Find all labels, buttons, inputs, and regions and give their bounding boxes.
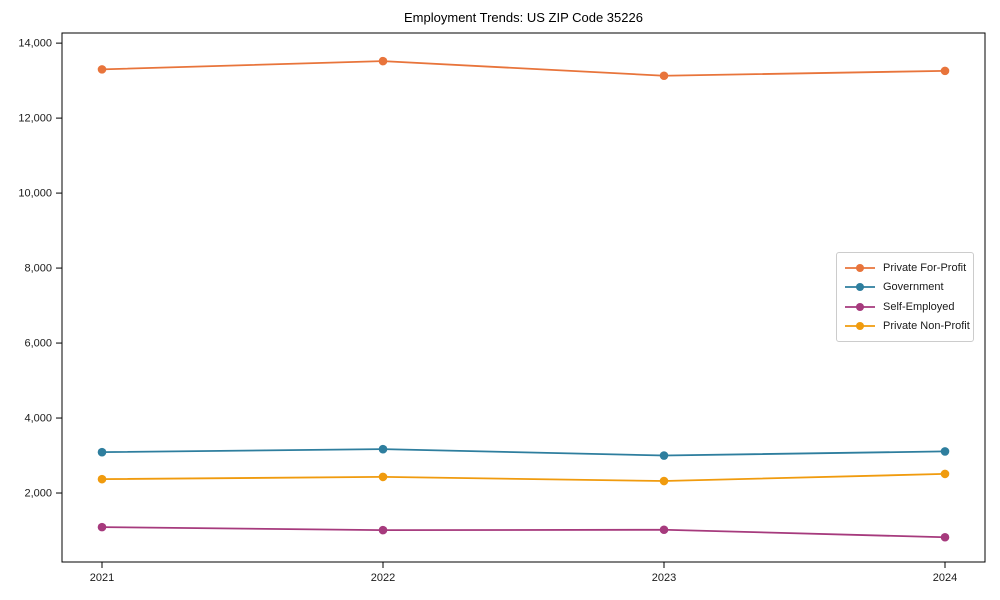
data-point bbox=[97, 474, 107, 484]
data-point bbox=[97, 447, 107, 457]
data-point bbox=[659, 476, 669, 486]
y-tick-label: 8,000 bbox=[24, 263, 52, 275]
data-point bbox=[378, 56, 388, 66]
legend-label: Private Non-Profit bbox=[883, 320, 970, 333]
y-tick-label: 4,000 bbox=[24, 413, 52, 425]
y-tick-label: 10,000 bbox=[18, 188, 52, 200]
data-point bbox=[940, 66, 950, 76]
legend-label: Government bbox=[883, 281, 944, 294]
data-point bbox=[940, 532, 950, 542]
data-point bbox=[378, 472, 388, 482]
data-point bbox=[97, 522, 107, 532]
data-point bbox=[940, 447, 950, 456]
legend-label: Self-Employed bbox=[883, 300, 955, 313]
data-point bbox=[659, 451, 669, 460]
legend-item: Government bbox=[844, 278, 966, 298]
data-point bbox=[378, 444, 388, 454]
series-line-self-employed bbox=[101, 526, 946, 539]
y-tick-label: 12,000 bbox=[18, 113, 52, 125]
chart-title: Employment Trends: US ZIP Code 35226 bbox=[404, 10, 643, 25]
data-point bbox=[97, 65, 107, 74]
legend-item: Private Non-Profit bbox=[844, 317, 970, 337]
x-tick-label: 2023 bbox=[652, 572, 676, 584]
data-point bbox=[940, 469, 950, 479]
legend-swatch-icon bbox=[845, 302, 875, 311]
y-tick-label: 14,000 bbox=[18, 38, 52, 50]
data-point bbox=[378, 525, 388, 535]
legend-label: Private For-Profit bbox=[883, 261, 967, 274]
legend: Private For-Profit Government Self-Employe… bbox=[836, 252, 974, 342]
legend-swatch-icon bbox=[845, 263, 875, 272]
x-tick-label: 2022 bbox=[371, 572, 395, 584]
plot-border bbox=[61, 32, 986, 563]
data-point bbox=[659, 71, 669, 81]
legend-swatch-icon bbox=[845, 283, 875, 292]
series-line-private-for-profit bbox=[101, 60, 946, 77]
series-line-government bbox=[101, 448, 946, 457]
x-tick-label: 2024 bbox=[933, 572, 957, 584]
series-line-private-non-profit bbox=[101, 472, 946, 482]
y-tick-label: 2,000 bbox=[24, 488, 52, 500]
legend-swatch-icon bbox=[845, 322, 875, 331]
data-point bbox=[659, 525, 669, 535]
y-tick-label: 6,000 bbox=[24, 338, 52, 350]
legend-item: Self-Employed bbox=[844, 297, 966, 317]
x-tick-label: 2021 bbox=[90, 572, 114, 584]
legend-item: Private For-Profit bbox=[844, 258, 966, 278]
